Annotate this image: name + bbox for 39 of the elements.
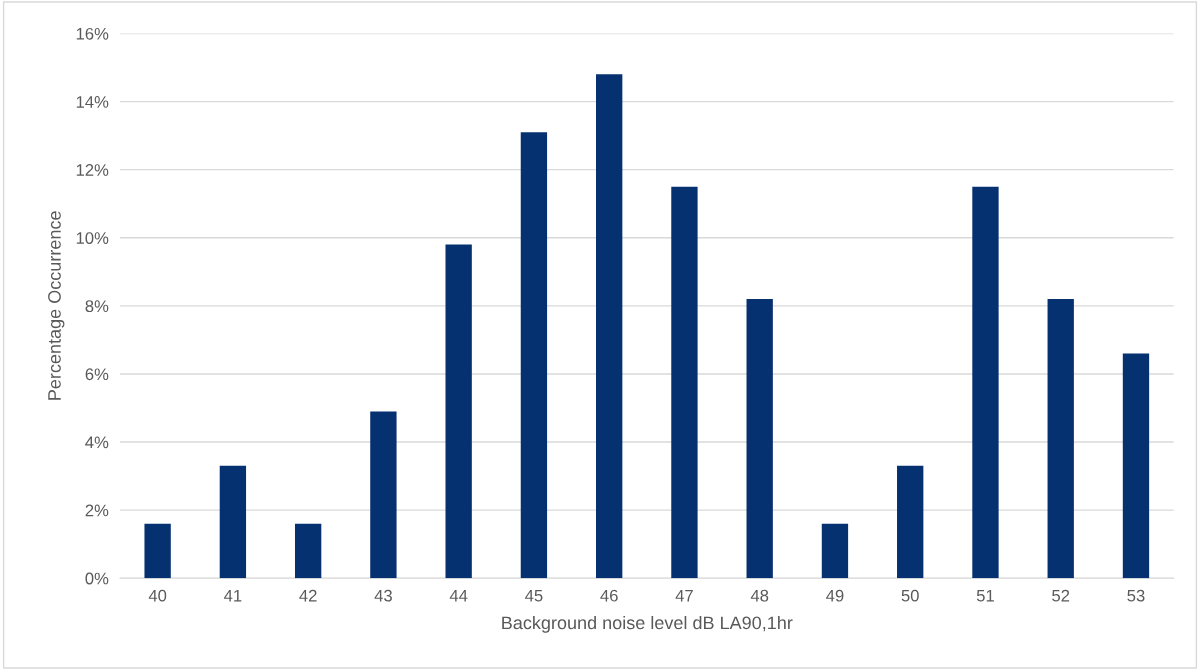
bar bbox=[1047, 299, 1074, 579]
y-tick-label: 2% bbox=[85, 504, 109, 517]
y-tick-label: 0% bbox=[85, 572, 109, 585]
y-tick-label: 6% bbox=[85, 368, 109, 381]
x-tick-label: 48 bbox=[750, 589, 769, 602]
y-tick-label: 16% bbox=[76, 27, 109, 40]
y-axis-title: Percentage Occurrence bbox=[48, 211, 65, 400]
bar bbox=[897, 465, 924, 579]
x-tick-label: 43 bbox=[374, 589, 392, 602]
x-tick-label: 47 bbox=[675, 589, 693, 602]
x-tick-label: 52 bbox=[1052, 589, 1070, 602]
bar bbox=[370, 411, 397, 579]
bar bbox=[821, 523, 849, 579]
bar bbox=[671, 186, 698, 579]
x-tick-label: 40 bbox=[148, 589, 167, 602]
bar bbox=[746, 299, 773, 579]
x-tick-label: 42 bbox=[299, 589, 317, 602]
bar bbox=[1122, 353, 1150, 579]
y-tick-label: 8% bbox=[85, 300, 109, 313]
bar bbox=[972, 186, 999, 579]
x-axis-title: Background noise level dB LA90,1hr bbox=[502, 615, 793, 633]
bar bbox=[219, 465, 247, 579]
bar bbox=[445, 244, 472, 579]
x-tick-label: 50 bbox=[901, 589, 919, 602]
x-tick-label: 53 bbox=[1127, 589, 1145, 602]
x-tick-label: 49 bbox=[826, 589, 844, 602]
x-tick-label: 46 bbox=[600, 589, 618, 602]
y-tick-label: 10% bbox=[76, 232, 109, 244]
x-tick-label: 44 bbox=[449, 589, 468, 602]
bar bbox=[596, 74, 623, 579]
bar bbox=[144, 523, 171, 579]
x-tick-label: 41 bbox=[224, 589, 242, 602]
bar bbox=[520, 132, 548, 579]
y-tick-label: 14% bbox=[76, 96, 109, 108]
bar bbox=[294, 523, 322, 579]
y-tick-label: 4% bbox=[85, 436, 109, 449]
y-tick-label: 12% bbox=[76, 164, 109, 176]
x-tick-label: 51 bbox=[976, 589, 994, 602]
x-tick-label: 45 bbox=[525, 589, 543, 602]
